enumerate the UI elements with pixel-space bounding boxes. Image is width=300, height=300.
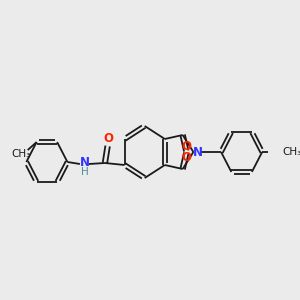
Text: CH₃: CH₃	[12, 149, 31, 159]
Text: H: H	[80, 167, 88, 177]
Text: O: O	[182, 151, 192, 164]
Text: O: O	[182, 140, 192, 153]
Text: CH₃: CH₃	[283, 147, 300, 157]
Text: N: N	[192, 146, 203, 158]
Text: O: O	[103, 133, 113, 146]
Text: N: N	[80, 157, 89, 169]
